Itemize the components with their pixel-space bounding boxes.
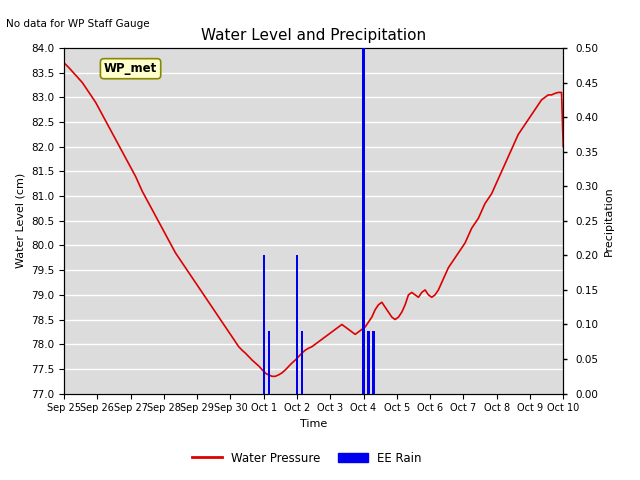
Bar [301,331,303,394]
Bar [268,331,270,394]
Legend: Water Pressure, EE Rain: Water Pressure, EE Rain [188,447,427,469]
Bar [372,331,374,394]
Bar [362,48,365,394]
Text: No data for WP Staff Gauge: No data for WP Staff Gauge [6,19,150,29]
Title: Water Level and Precipitation: Water Level and Precipitation [201,28,426,43]
Y-axis label: Water Level (cm): Water Level (cm) [15,173,26,268]
Bar [367,331,370,394]
Bar [262,255,265,394]
Y-axis label: Precipitation: Precipitation [604,186,614,256]
X-axis label: Time: Time [300,419,327,429]
Text: WP_met: WP_met [104,62,157,75]
Bar [296,255,298,394]
